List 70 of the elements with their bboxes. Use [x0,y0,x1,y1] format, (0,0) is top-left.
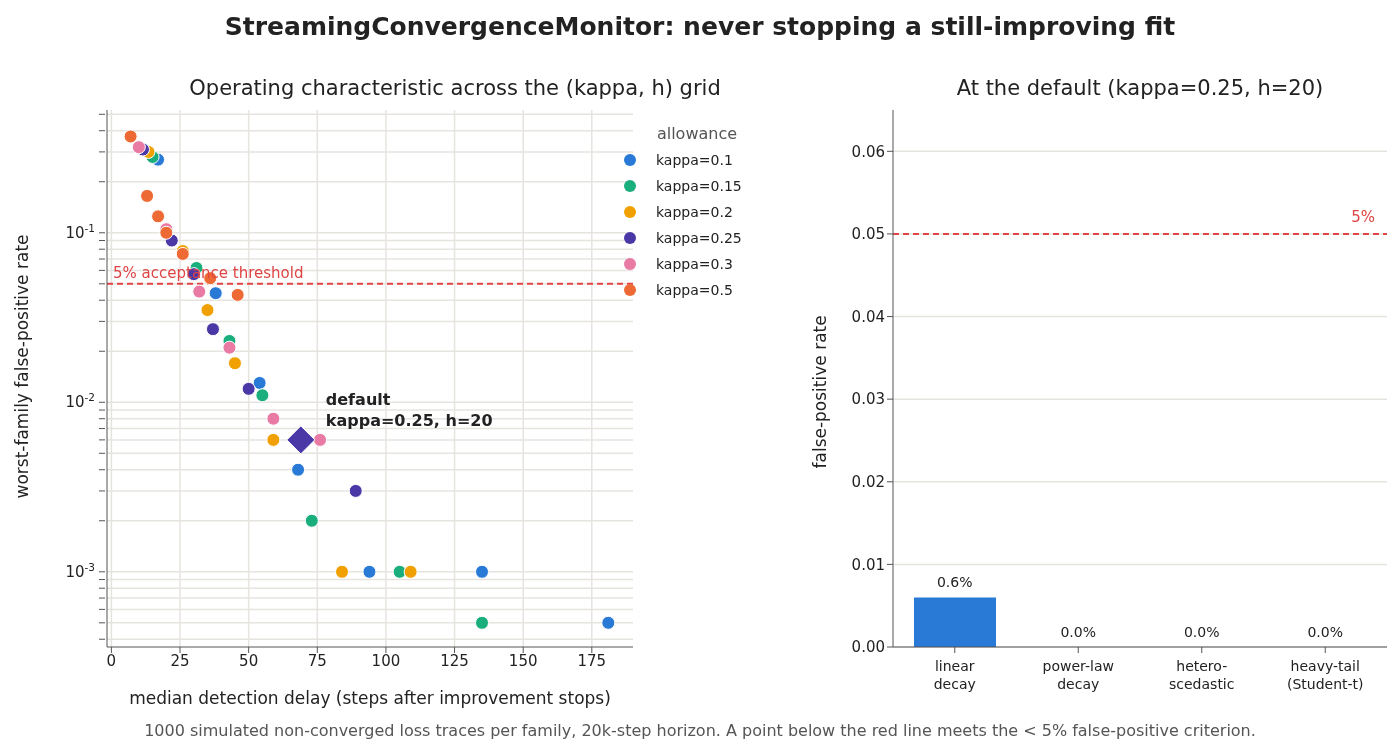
point [266,432,281,447]
x-tick-label: heavy-tail (Student-t) [1286,658,1364,692]
point [227,356,242,371]
point [200,303,215,318]
x-tick-label: 125 [440,651,469,670]
y-tick-label: 0.04 [851,307,885,326]
point [348,483,363,498]
data-label: 0.0% [1307,624,1344,640]
text: StreamingConvergenceMonitor: never stopping a still-improving fit [223,12,1177,41]
point [230,287,245,302]
y-tick-label: 0.03 [851,390,885,409]
x-tick-label: 150 [508,651,538,670]
point [192,284,207,299]
point [286,425,316,455]
point [304,513,319,528]
point [205,322,220,337]
legend-label: kappa=0.15 [656,178,742,194]
data-label: 0.6% [936,574,973,591]
legend-title: allowance [655,124,739,143]
point [362,564,377,579]
x-tick-label: 25 [170,651,190,670]
y-axis-title: worst-family false-positive rate [12,234,33,499]
point [392,564,407,579]
x-tick-label: 75 [307,651,327,670]
ref-line-label: 5% [1351,207,1375,226]
point [313,432,328,447]
y-tick-label: 10$^{-3}$ [65,560,95,581]
legend-label: kappa=0.2 [656,204,733,220]
y-tick-label: 0.02 [851,473,885,492]
y-tick-label: 10$^{-1}$ [65,221,95,242]
point [403,564,418,579]
point [475,564,490,579]
legend-label: kappa=0.3 [656,256,733,272]
legend-label: kappa=0.5 [656,282,733,298]
point [151,209,166,224]
y-tick-label: 0.06 [851,142,885,161]
x-tick-label: 175 [577,651,607,670]
point [123,129,138,144]
point [208,286,223,301]
y-axis-title: false-positive rate [810,315,831,469]
point [252,375,267,390]
point [255,388,270,403]
x-tick-label: 50 [239,651,259,670]
data-label: 0.0% [1060,624,1097,640]
x-tick-label: 0 [106,651,117,670]
y-tick-label: 0.00 [851,638,885,657]
chart-subtitle: Operating characteristic across the (kappa, h) grid [188,76,722,100]
chart-title: At the default (kappa=0.25, h=20) [955,76,1325,100]
point [475,615,490,630]
point [140,188,155,203]
point [335,564,349,579]
x-axis-title: median detection delay (steps after improvement stops) [129,688,611,708]
y-tick-label: 0.01 [851,555,885,574]
point [266,411,281,426]
x-tick-label: linear decay [933,658,976,692]
point [131,140,146,155]
x-tick-label: power-law decay [1042,658,1114,692]
annotation: default kappa=0.25, h=20 [325,389,493,430]
point [222,340,237,355]
point [291,462,306,477]
legend-label: kappa=0.25 [656,230,742,246]
x-tick-label: hetero- scedastic [1169,658,1235,692]
data-label: 0.0% [1183,624,1220,640]
y-tick-label: 10$^{-2}$ [65,391,95,412]
y-tick-label: 0.05 [851,225,885,244]
x-tick-label: 100 [371,651,401,670]
point [601,615,616,630]
legend-label: kappa=0.1 [656,152,733,168]
text: 1000 simulated non-converged loss traces per family, 20k-step horizon. A point below the red line meets the < 5% false-positive criterion. [143,721,1257,740]
point [241,381,256,396]
